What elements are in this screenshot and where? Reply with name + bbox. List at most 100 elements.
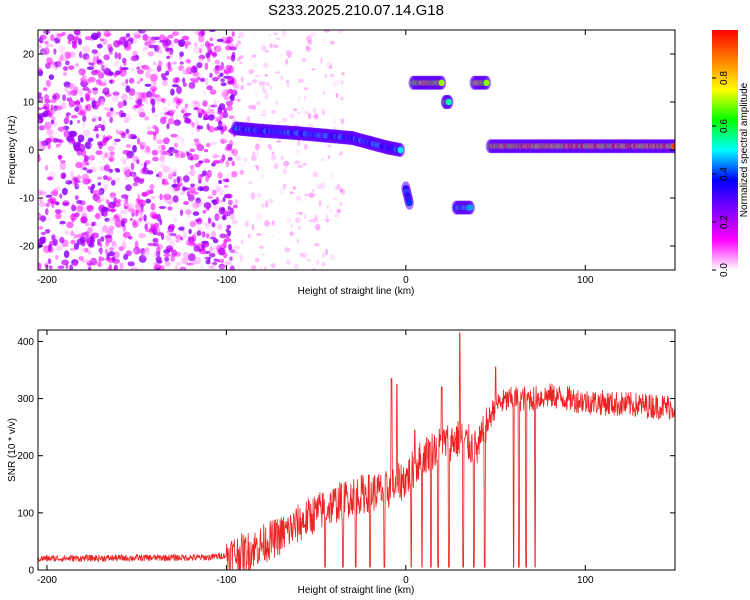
heatmap-noise-cell [180,236,184,241]
heatmap-noise-cell [141,30,150,33]
heatmap-noise-cell [91,148,96,152]
heatmap-noise-cell [216,124,224,131]
heatmap-noise-cell [88,62,95,66]
heatmap-noise-cell [325,218,330,223]
heatmap-noise-cell [297,139,301,146]
heatmap-noise-cell [138,232,146,239]
heatmap-noise-cell [99,100,106,107]
heatmap-noise-cell [54,185,61,192]
heatmap-noise-cell [311,189,315,193]
heatmap-noise-cell [123,41,129,48]
heatmap-noise-cell [146,126,150,131]
heatmap-noise-cell [161,182,170,186]
heatmap-noise-cell [162,77,168,81]
heatmap-noise-cell [277,238,282,242]
heatmap-noise-cell [222,89,230,96]
heatmap-noise-cell [248,181,253,185]
heatmap-noise-cell [113,72,118,77]
heatmap-noise-cell [310,32,316,37]
heatmap-noise-cell [283,160,290,167]
heatmap-noise-cell [190,33,195,38]
colorbar: 0.0 0.2 0.4 0.6 0.8 Normalized spectral ampl… [712,30,750,277]
heatmap-noise-cell [303,95,306,102]
heatmap-noise-cell [39,236,46,245]
heatmap-noise-cell [152,88,156,96]
heatmap-noise-cell [163,137,170,145]
heatmap-noise-cell [55,245,63,251]
heatmap-noise-cell [301,252,307,259]
heatmap-noise-cell [68,100,77,107]
heatmap-noise-cell [127,203,134,212]
heatmap-noise-cell [163,199,168,208]
heatmap-noise-cell [225,160,230,168]
heatmap-noise-cell [236,40,242,45]
heatmap-noise-cell [297,96,301,101]
heatmap-noise-cell [141,65,150,71]
heatmap-noise-cell [298,161,304,169]
heatmap-noise-cell [256,165,260,171]
heatmap-noise-cell [272,40,276,47]
heatmap-noise-cell [330,40,335,45]
heatmap-noise-cell [179,56,183,60]
heatmap-noise-cell [298,78,304,84]
heatmap-noise-cell [292,100,299,104]
heatmap-noise-cell [220,61,224,70]
heatmap-noise-cell [119,66,123,74]
heatmap-noise-cell [283,183,287,190]
heatmap-noise-cell [111,179,116,186]
heatmap-noise-cell [98,72,105,79]
colorbar-bar [712,30,738,270]
snr-series-line [38,332,675,570]
heatmap-noise-cell [264,203,270,209]
heatmap-noise-cell [250,192,256,200]
heatmap-noise-cell [114,52,118,59]
heatmap-noise-cell [319,182,326,190]
heatmap-noise-cell [303,87,309,91]
heatmap-noise-cell [239,169,244,176]
heatmap-noise-cell [59,139,64,144]
heatmap-noise-cell [167,34,174,39]
heatmap-noise-cell [336,183,341,190]
heatmap-noise-cell [142,166,147,172]
heatmap-noise-cell [179,266,187,270]
heatmap-noise-cell [143,249,151,256]
heatmap-noise-cell [46,44,54,48]
heatmap-noise-cell [96,261,102,267]
heatmap-noise-cell [120,112,127,118]
heatmap-noise-cell [171,61,177,65]
heatmap-noise-cell [108,71,114,76]
heatmap-noise-cell [57,265,65,270]
heatmap-noise-cell [323,37,326,45]
heatmap-noise-cell [127,261,135,267]
heatmap-noise-cell [286,217,291,224]
heatmap-noise-cell [302,163,307,166]
heatmap-noise-cell [106,199,110,204]
heatmap-noise-cell [278,53,283,59]
heatmap-noise-cell [204,148,209,153]
heatmap-noise-cell [44,94,50,101]
heatmap-noise-cell [275,37,281,40]
heatmap-noise-cell [69,264,74,270]
heatmap-noise-cell [166,238,175,244]
heatmap-noise-cell [108,168,114,173]
x-tick-label: -200 [37,275,57,286]
heatmap-noise-cell [294,217,301,223]
heatmap-noise-cell [340,150,343,155]
heatmap-noise-cell [267,144,271,148]
heatmap-noise-cell [54,167,61,172]
heatmap-noise-cell [60,56,68,62]
heatmap-noise-cell [129,191,135,200]
heatmap-noise-cell [166,211,175,218]
heatmap-noise-cell [103,246,110,251]
heatmap-noise-cell [219,138,228,143]
heatmap-noise-cell [131,172,137,177]
heatmap-noise-cell [154,226,161,234]
heatmap-noise-cell [45,202,50,208]
heatmap-noise-cell [90,257,98,266]
heatmap-noise-cell [99,247,103,255]
heatmap-noise-cell [305,46,312,53]
heatmap-noise-cell [145,189,151,196]
heatmap-noise-cell [166,62,172,69]
heatmap-noise-cell [264,220,270,227]
heatmap-noise-cell [124,205,128,210]
